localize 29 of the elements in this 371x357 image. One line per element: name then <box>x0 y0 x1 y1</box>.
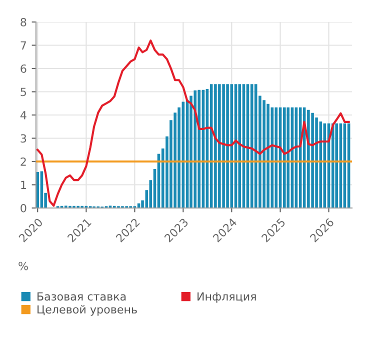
bar <box>331 123 334 208</box>
y-tick-label: 1 <box>21 180 26 189</box>
legend-label: Целевой уровень <box>38 305 137 316</box>
y-tick-label: 7 <box>20 41 26 50</box>
bar <box>222 84 225 208</box>
bar <box>335 123 338 208</box>
y-tick-label: 3 <box>20 134 26 143</box>
bar <box>194 90 197 208</box>
y-tick-label: 5 <box>20 88 26 96</box>
bar <box>266 104 270 208</box>
bar <box>307 110 310 208</box>
legend-label: Базовая ставка <box>38 292 126 301</box>
bar <box>198 90 201 208</box>
bar <box>214 84 217 208</box>
bar <box>226 84 229 208</box>
y-tick-label: 8 <box>20 18 26 26</box>
y-tick-label: 6 <box>20 64 26 73</box>
line-series <box>36 40 350 207</box>
bar <box>238 84 242 208</box>
bar <box>286 107 290 208</box>
y-axis-title: % <box>18 262 28 270</box>
bar <box>282 107 286 208</box>
bar <box>311 112 314 208</box>
y-tick-label: 2 <box>20 157 26 166</box>
y-tick-label: 0 <box>20 204 26 212</box>
bar <box>323 123 326 208</box>
y-tick-label: 4 <box>20 111 26 120</box>
bar <box>218 84 221 208</box>
legend-label: Инфляция <box>198 292 256 303</box>
